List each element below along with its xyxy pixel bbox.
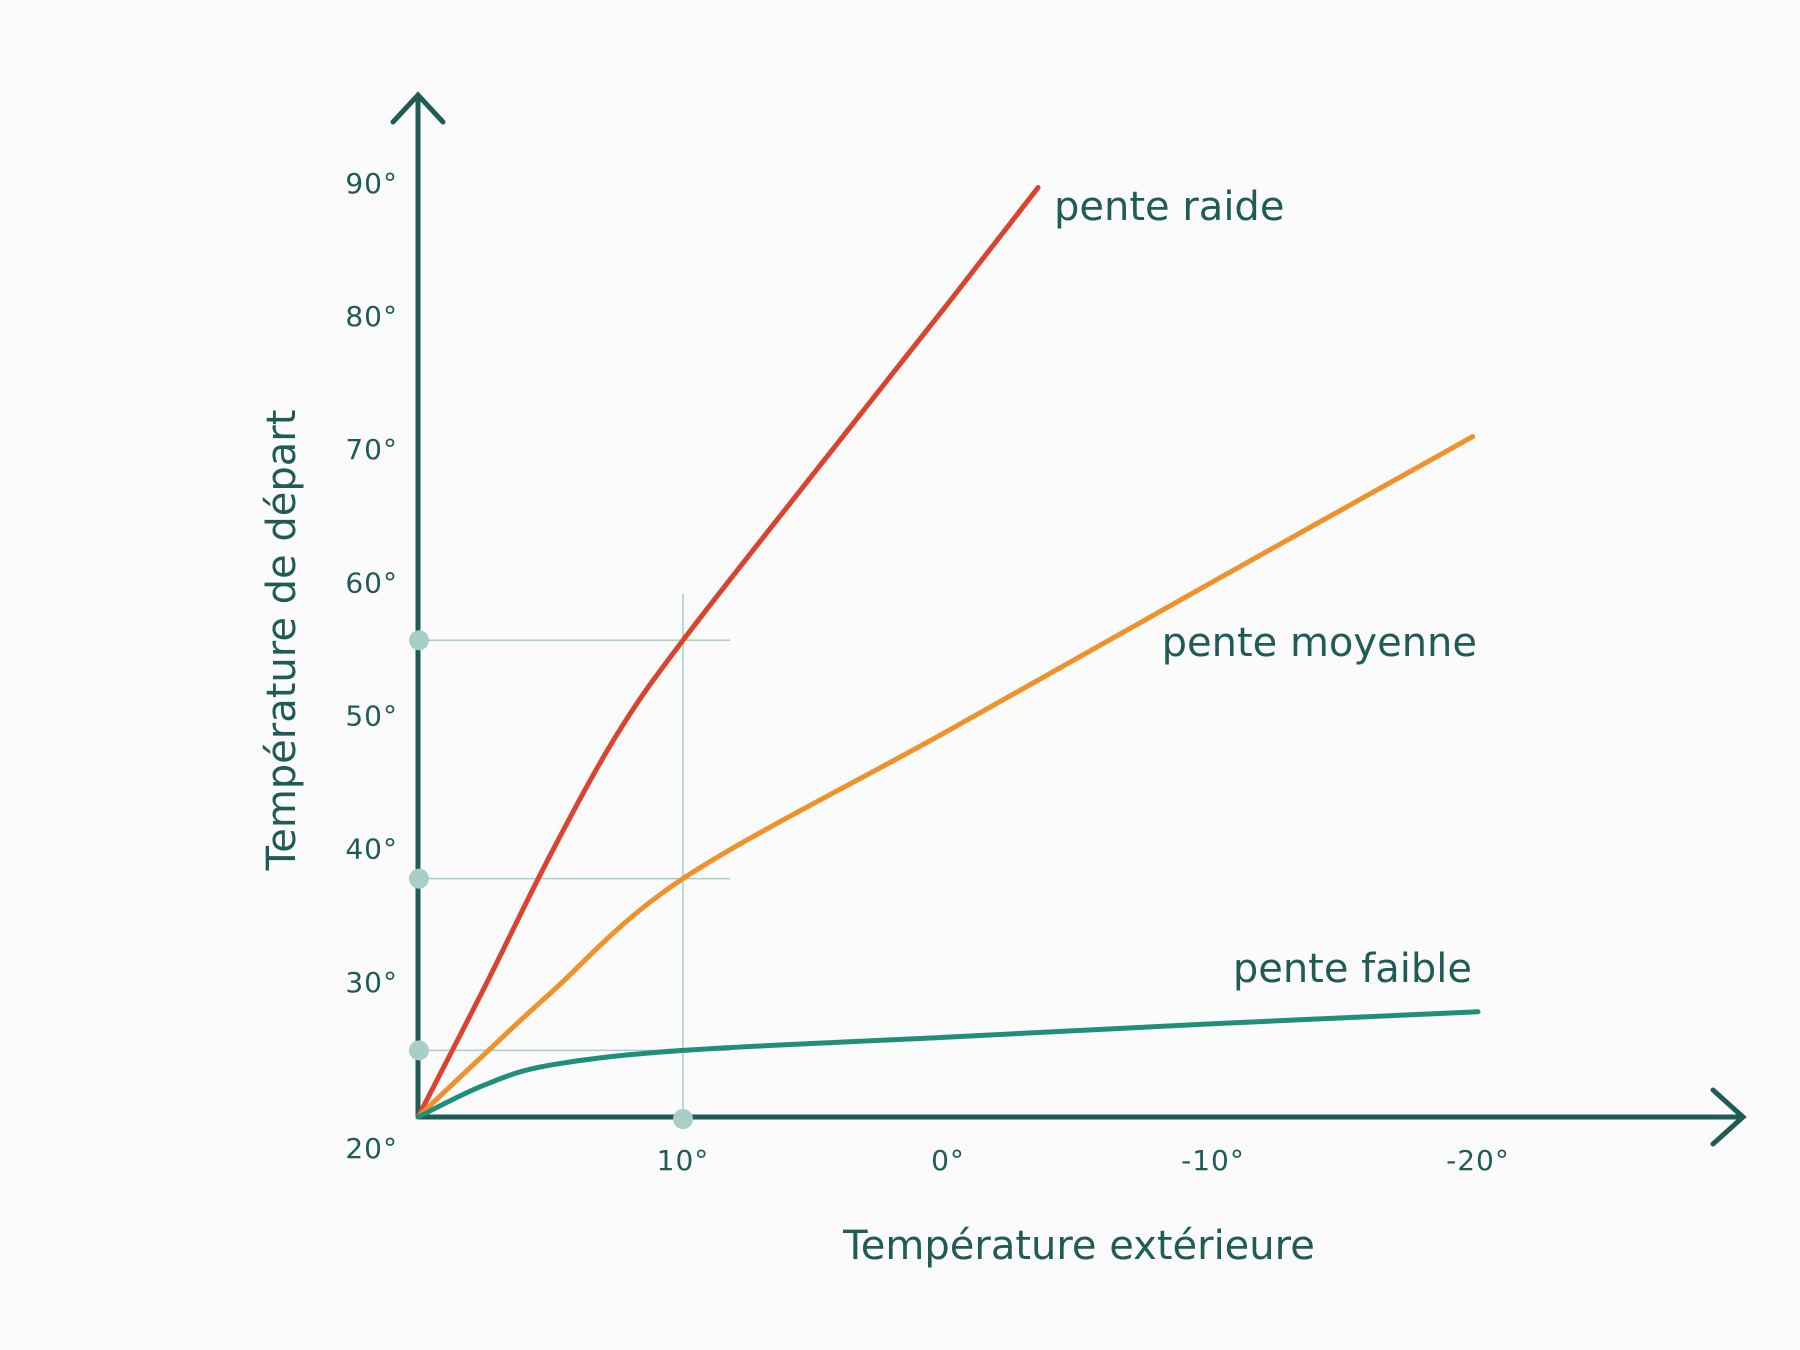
series-label: pente faible bbox=[1233, 946, 1472, 992]
y-axis-title: Température de départ bbox=[259, 410, 305, 872]
x-tick-label: 0° bbox=[931, 1144, 965, 1177]
series-line bbox=[415, 1009, 1481, 1120]
y-tick-label: 20° bbox=[345, 1132, 398, 1165]
y-axis-arrow bbox=[390, 91, 446, 125]
y-tick-label: 80° bbox=[345, 300, 398, 333]
y-tick-label: 70° bbox=[345, 433, 398, 466]
series-line bbox=[415, 185, 1041, 1120]
x-axis-arrow bbox=[1710, 1087, 1747, 1147]
series-label: pente raide bbox=[1054, 184, 1284, 230]
guide-dot bbox=[409, 1040, 429, 1061]
y-tick-label: 60° bbox=[345, 566, 398, 599]
series-label: pente moyenne bbox=[1162, 620, 1477, 666]
y-tick-label: 90° bbox=[345, 167, 398, 200]
series-line bbox=[415, 434, 1476, 1120]
x-tick-label: -10° bbox=[1181, 1144, 1245, 1177]
x-axis-title: Température extérieure bbox=[842, 1223, 1315, 1269]
y-tick-label: 40° bbox=[345, 833, 398, 866]
x-tick-label: -20° bbox=[1446, 1144, 1510, 1177]
guide-dot bbox=[409, 630, 429, 651]
guide-dot bbox=[673, 1109, 693, 1129]
guide-dot bbox=[409, 868, 429, 889]
y-tick-label: 50° bbox=[345, 700, 398, 733]
x-tick-label: 10° bbox=[657, 1144, 710, 1177]
y-tick-label: 30° bbox=[345, 966, 398, 999]
